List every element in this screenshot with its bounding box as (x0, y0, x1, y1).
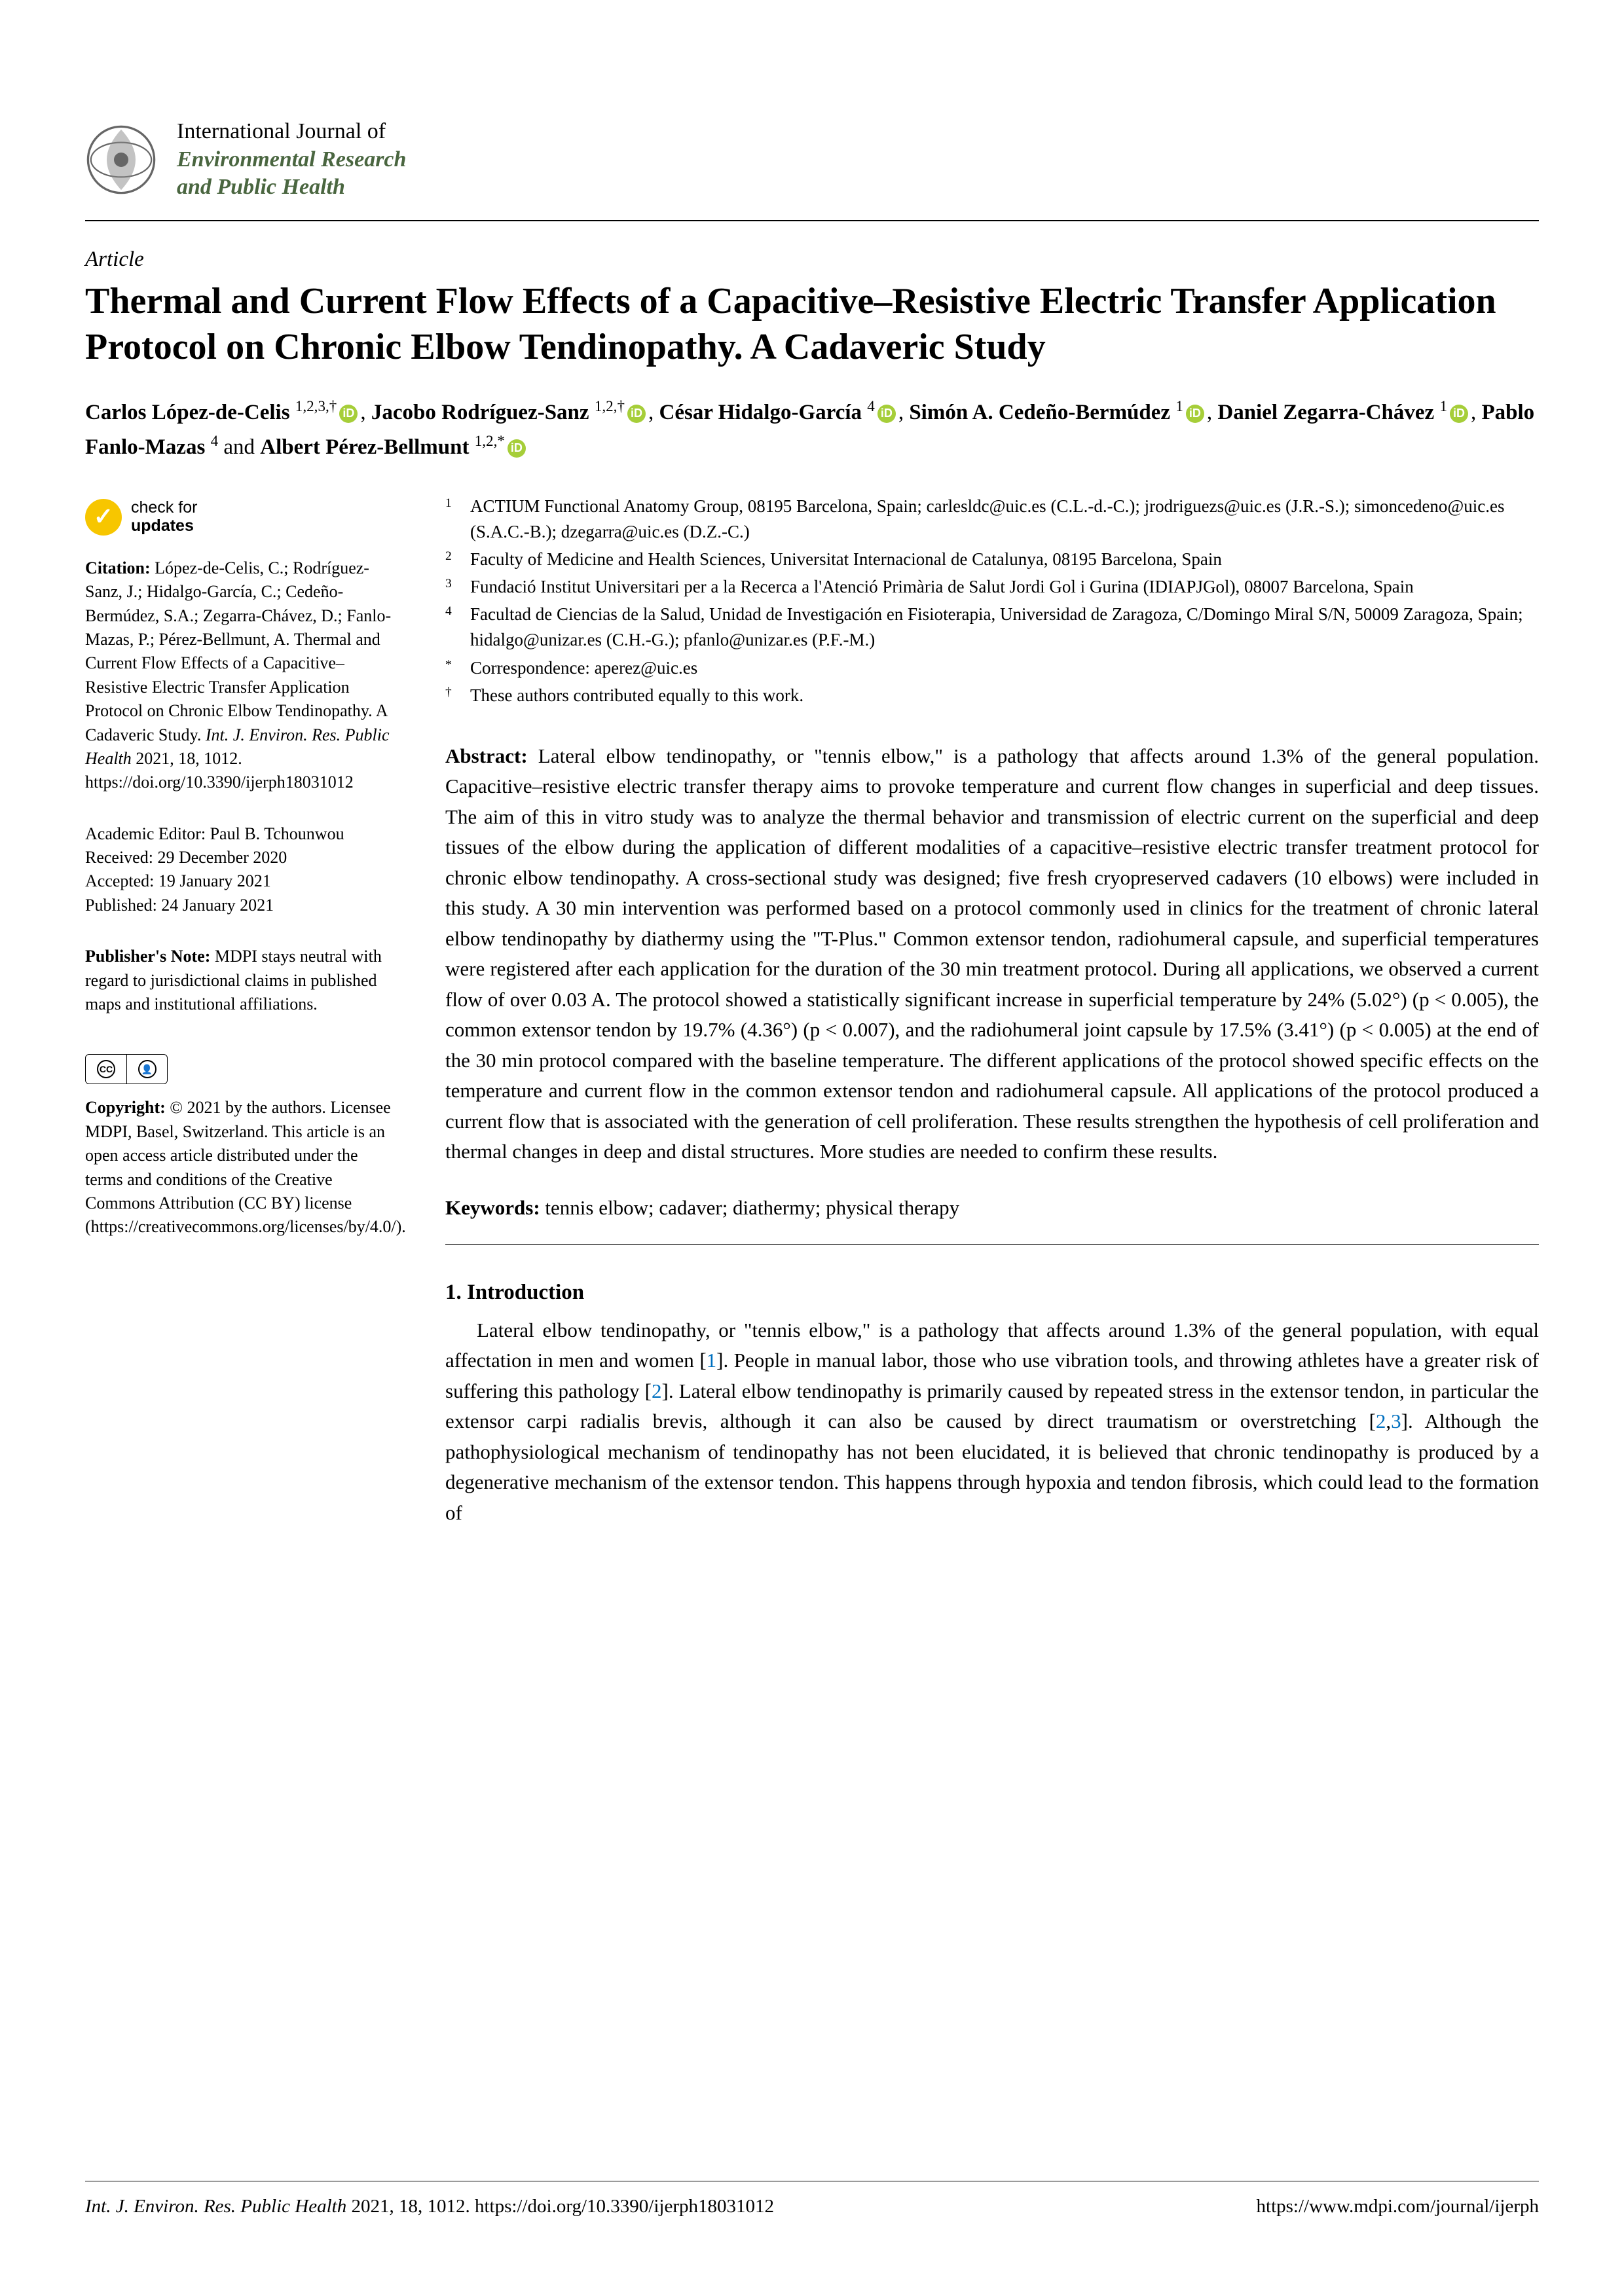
orcid-icon[interactable]: iD (339, 405, 358, 423)
affiliation-row: 3 Fundació Institut Universitari per a la… (445, 574, 1539, 600)
keywords-rule (445, 1244, 1539, 1245)
footer-journal: Int. J. Environ. Res. Public Health (85, 2196, 346, 2217)
check-for-updates[interactable]: check for updates (85, 499, 399, 536)
academic-editor: Academic Editor: Paul B. Tchounwou (85, 822, 399, 846)
author-name: César Hidalgo-García (659, 401, 868, 424)
ref-link-2[interactable]: 2 (652, 1379, 662, 1402)
author-affil-sup: 1,2,† (595, 397, 625, 414)
main-grid: check for updates Citation: López-de-Cel… (85, 494, 1539, 1529)
journal-line1: International Journal of (177, 118, 406, 146)
keywords-text: tennis elbow; cadaver; diathermy; physic… (540, 1196, 959, 1219)
date-accepted: Accepted: 19 January 2021 (85, 869, 399, 893)
journal-line2: Environmental Research (177, 146, 406, 174)
orcid-icon[interactable]: iD (627, 405, 646, 423)
affiliation-text: ACTIUM Functional Anatomy Group, 08195 B… (470, 494, 1539, 545)
author-name: Albert Pérez-Bellmunt (260, 435, 474, 459)
keywords-label: Keywords: (445, 1196, 540, 1219)
by-icon: 👤 (126, 1055, 167, 1084)
affiliation-text: Correspondence: aperez@uic.es (470, 655, 697, 681)
author-affil-sup: 1 (1439, 397, 1447, 414)
header-rule (85, 220, 1539, 221)
cc-icon: CC (86, 1055, 126, 1084)
affiliation-text: Faculty of Medicine and Health Sciences,… (470, 547, 1222, 572)
page-footer: Int. J. Environ. Res. Public Health 2021… (85, 2181, 1539, 2217)
date-received: Received: 29 December 2020 (85, 846, 399, 869)
cc-license-badge: CC 👤 (85, 1054, 399, 1084)
article-type: Article (85, 247, 1539, 272)
orcid-icon[interactable]: iD (507, 439, 526, 458)
citation-label: Citation: (85, 558, 151, 577)
check-updates-icon (85, 499, 122, 536)
copyright-text: © 2021 by the authors. Licensee MDPI, Ba… (85, 1098, 406, 1236)
author-name: Daniel Zegarra-Chávez (1217, 401, 1439, 424)
journal-line3: and Public Health (177, 173, 406, 202)
affiliation-marker: † (445, 683, 458, 709)
author-name: Jacobo Rodríguez-Sanz (371, 401, 595, 424)
abstract-text: Lateral elbow tendinopathy, or "tennis e… (445, 744, 1539, 1163)
affiliation-marker: * (445, 656, 458, 682)
check-line1: check for (131, 499, 197, 517)
citation-text: López-de-Celis, C.; Rodríguez-Sanz, J.; … (85, 558, 391, 744)
authors-list: Carlos López-de-Celis 1,2,3,†iD, Jacobo … (85, 395, 1539, 464)
citation-block: Citation: López-de-Celis, C.; Rodríguez-… (85, 556, 399, 795)
check-line2: updates (131, 517, 197, 536)
footer-right: https://www.mdpi.com/journal/ijerph (1257, 2196, 1539, 2217)
editorial-block: Academic Editor: Paul B. Tchounwou Recei… (85, 822, 399, 918)
affiliation-marker: 4 (445, 602, 458, 653)
author-affil-sup: 4 (211, 432, 219, 449)
affiliation-row: 1ACTIUM Functional Anatomy Group, 08195 … (445, 494, 1539, 545)
article-title: Thermal and Current Flow Effects of a Ca… (85, 278, 1539, 370)
affiliations-list: 1ACTIUM Functional Anatomy Group, 08195 … (445, 494, 1539, 708)
footer-left: Int. J. Environ. Res. Public Health 2021… (85, 2196, 774, 2217)
journal-name: International Journal of Environmental R… (177, 118, 406, 202)
author-affil-sup: 1 (1175, 397, 1183, 414)
ref-link-2b[interactable]: 2 (1376, 1410, 1386, 1432)
affiliation-row: 4Facultad de Ciencias de la Salud, Unida… (445, 602, 1539, 653)
orcid-icon[interactable]: iD (1450, 405, 1468, 423)
keywords: Keywords: tennis elbow; cadaver; diather… (445, 1194, 1539, 1223)
orcid-icon[interactable]: iD (877, 405, 896, 423)
affiliation-marker: 1 (445, 494, 458, 545)
affiliation-text: These authors contributed equally to thi… (470, 683, 803, 708)
abstract: Abstract: Lateral elbow tendinopathy, or… (445, 741, 1539, 1167)
journal-logo (85, 124, 157, 196)
journal-header: International Journal of Environmental R… (85, 118, 1539, 202)
author-name: Carlos López-de-Celis (85, 401, 295, 424)
affiliation-row: 2 Faculty of Medicine and Health Sciences… (445, 547, 1539, 572)
check-updates-label: check for updates (131, 499, 197, 535)
footer-doi: 2021, 18, 1012. https://doi.org/10.3390/… (346, 2196, 774, 2217)
author-affil-sup: 1,2,* (475, 432, 505, 449)
author-name: Simón A. Cedeño-Bermúdez (909, 401, 1175, 424)
section-1-body: Lateral elbow tendinopathy, or "tennis e… (445, 1315, 1539, 1529)
orcid-icon[interactable]: iD (1186, 405, 1204, 423)
affiliation-row: † These authors contributed equally to th… (445, 683, 1539, 708)
publishers-note: Publisher's Note: MDPI stays neutral wit… (85, 945, 399, 1016)
pubnote-label: Publisher's Note: (85, 947, 210, 966)
copyright-block: Copyright: © 2021 by the authors. Licens… (85, 1096, 399, 1239)
ref-link-3[interactable]: 3 (1391, 1410, 1401, 1432)
author-affil-sup: 4 (867, 397, 875, 414)
affiliation-marker: 3 (445, 575, 458, 600)
copyright-label: Copyright: (85, 1098, 166, 1117)
affiliation-marker: 2 (445, 547, 458, 573)
main-column: 1ACTIUM Functional Anatomy Group, 08195 … (445, 494, 1539, 1529)
date-published: Published: 24 January 2021 (85, 894, 399, 917)
affiliation-text: Facultad de Ciencias de la Salud, Unidad… (470, 602, 1539, 653)
author-affil-sup: 1,2,3,† (295, 397, 337, 414)
section-1-heading: 1. Introduction (445, 1281, 1539, 1305)
ref-link-1[interactable]: 1 (707, 1349, 717, 1372)
affiliation-row: * Correspondence: aperez@uic.es (445, 655, 1539, 681)
affiliation-text: Fundació Institut Universitari per a la … (470, 574, 1414, 600)
abstract-label: Abstract: (445, 744, 528, 767)
sidebar: check for updates Citation: López-de-Cel… (85, 494, 399, 1529)
